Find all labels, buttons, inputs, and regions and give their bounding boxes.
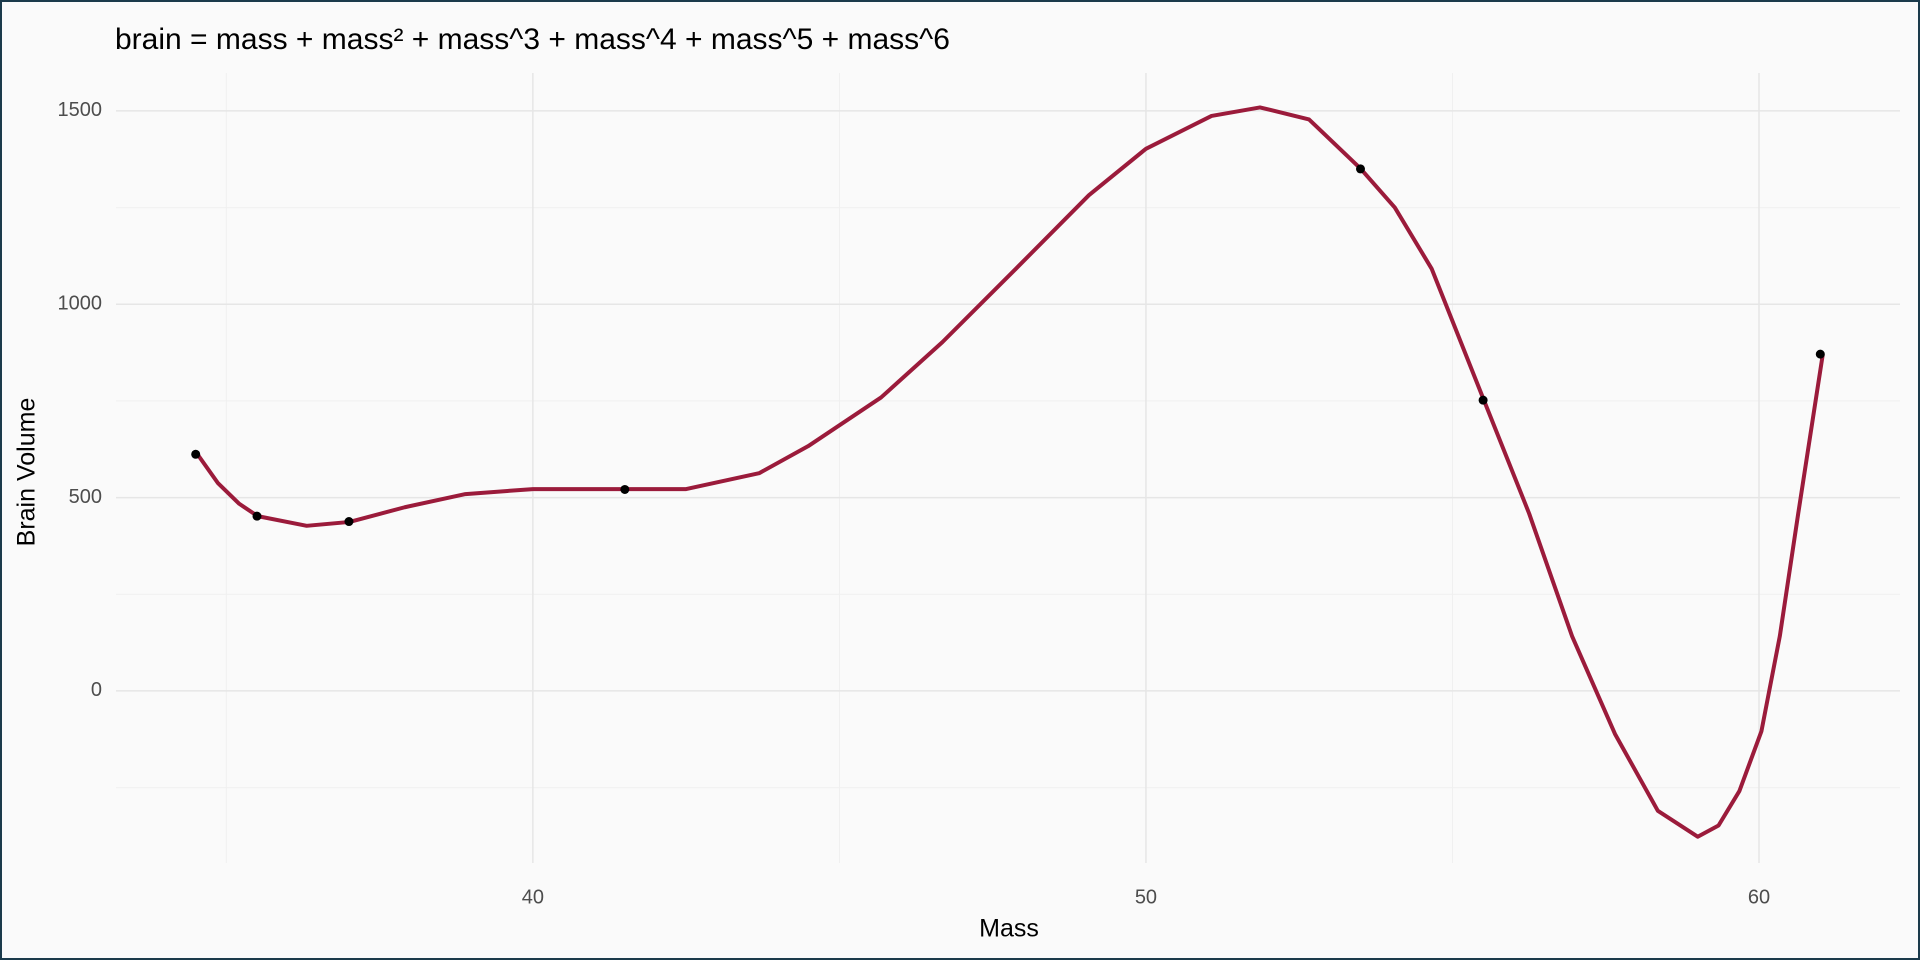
data-point xyxy=(1815,349,1825,359)
data-point xyxy=(1356,164,1366,174)
chart-title: brain = mass + mass² + mass^3 + mass^4 +… xyxy=(115,23,950,56)
y-tick-label: 0 xyxy=(91,679,102,701)
y-tick-label: 1000 xyxy=(58,293,103,315)
y-tick-label: 500 xyxy=(69,486,102,508)
fit-curve xyxy=(195,105,1825,839)
data-point xyxy=(191,449,201,459)
y-tick-label: 1500 xyxy=(58,99,103,121)
data-point xyxy=(252,511,262,521)
y-axis-title: Brain Volume xyxy=(13,398,41,547)
data-point xyxy=(1478,395,1488,405)
data-point xyxy=(344,517,354,527)
x-axis-title: Mass xyxy=(979,915,1039,943)
x-tick-label: 40 xyxy=(522,886,544,908)
x-tick-label: 60 xyxy=(1748,886,1770,908)
x-tick-label: 50 xyxy=(1135,886,1157,908)
data-point xyxy=(620,484,630,494)
